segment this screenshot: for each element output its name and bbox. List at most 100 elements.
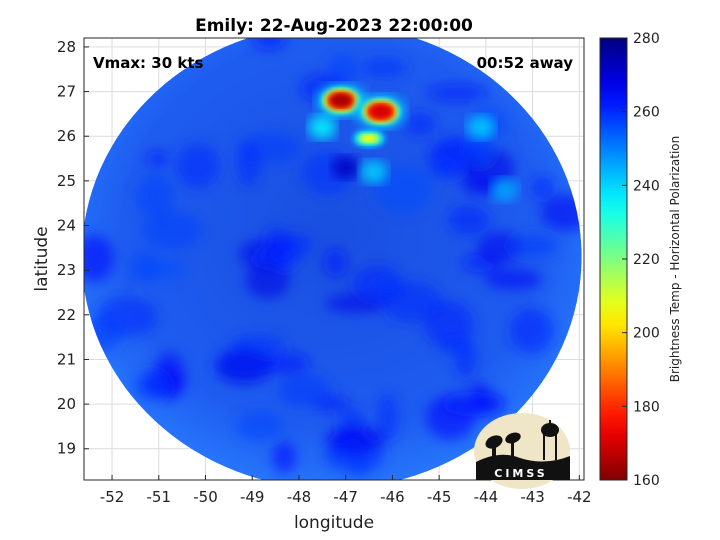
x-tick-label: -48 xyxy=(287,488,312,506)
texture-patch xyxy=(484,268,542,290)
colorbar-tick-label: 220 xyxy=(633,252,660,268)
x-tick-label: -45 xyxy=(427,488,452,506)
texture-patch xyxy=(377,393,399,441)
axes-box xyxy=(83,37,585,481)
texture-patch xyxy=(262,227,290,260)
y-tick-label: 28 xyxy=(57,38,76,56)
cimss-logo: CIMSS xyxy=(474,413,570,489)
logo-ground xyxy=(476,454,570,480)
feature-layer xyxy=(467,115,496,140)
swath-image xyxy=(84,38,582,480)
water-tower-icon xyxy=(541,420,559,460)
texture-patch xyxy=(509,308,554,354)
vmax-annotation: Vmax: 30 kts xyxy=(93,54,203,72)
feature-layer xyxy=(330,93,353,108)
texture-patch xyxy=(466,132,494,165)
y-axis-ticks: 19 20 21 22 23 24 25 26 27 28 xyxy=(57,38,89,458)
y-tick-label: 27 xyxy=(57,83,76,101)
feature-blob xyxy=(308,115,337,140)
time-offset-annotation: 00:52 away xyxy=(477,54,574,72)
x-tick-label: -44 xyxy=(474,488,499,506)
y-tick-label: 23 xyxy=(57,261,76,279)
feature-layer xyxy=(308,115,337,140)
texture-patch xyxy=(325,425,388,454)
texture-patch xyxy=(236,142,261,187)
x-tick-label: -51 xyxy=(147,488,172,506)
feature-blob xyxy=(467,115,496,140)
y-tick-label: 26 xyxy=(57,127,76,145)
feature-layer xyxy=(359,159,388,184)
texture-patch xyxy=(447,204,490,236)
texture-patch xyxy=(530,176,555,199)
y-axis-label: latitude xyxy=(32,226,52,291)
feature-blob xyxy=(353,129,386,148)
colorbar-tick-label: 280 xyxy=(633,31,660,47)
texture-patch xyxy=(541,194,582,231)
y-tick-label: 24 xyxy=(57,217,76,235)
colorbar-tick-label: 260 xyxy=(633,105,660,121)
y-tick-label: 19 xyxy=(57,440,76,458)
plot-area: -52 -51 -50 -49 -48 -47 -46 -45 -44 -43 -42 19 20 21… xyxy=(57,37,592,506)
feature-blob xyxy=(331,155,360,180)
texture-patch xyxy=(361,57,408,78)
texture-patch xyxy=(381,282,443,323)
x-tick-label: -42 xyxy=(567,488,592,506)
feature-blob xyxy=(490,177,519,202)
satellite-dish-icon xyxy=(485,432,521,460)
texture-patch xyxy=(442,391,505,417)
x-tick-label: -43 xyxy=(520,488,545,506)
y-tick-label: 22 xyxy=(57,306,76,324)
swath-texture xyxy=(84,38,582,476)
texture-patch xyxy=(245,261,290,299)
colorbar-ticks: 160 180 200 220 240 260 280 xyxy=(622,31,660,489)
colorbar-tick-label: 180 xyxy=(633,399,660,415)
colorbar-tick-label: 160 xyxy=(633,473,660,489)
colorbar-label: Brightness Temp - Horizontal Polarizatio… xyxy=(668,136,682,383)
texture-patch xyxy=(235,412,284,441)
texture-patch xyxy=(428,159,460,178)
texture-patch xyxy=(139,259,187,280)
texture-patch xyxy=(427,84,488,102)
texture-patch xyxy=(96,297,158,337)
texture-patch xyxy=(404,112,437,137)
y-tick-label: 21 xyxy=(57,350,76,368)
texture-patch xyxy=(264,351,310,375)
convective-features xyxy=(88,84,519,394)
texture-patch xyxy=(477,231,524,263)
colorbar-tick-label: 240 xyxy=(633,178,660,194)
texture-patch xyxy=(278,375,332,407)
colorbar: 160 180 200 220 240 260 280 Brightness Temp - … xyxy=(599,31,682,489)
texture-patch xyxy=(136,174,174,218)
x-tick-label: -47 xyxy=(333,488,358,506)
texture-patch xyxy=(509,234,560,257)
feature-layer xyxy=(490,177,519,202)
colorbar-tick-label: 200 xyxy=(633,326,660,342)
texture-patch xyxy=(142,211,202,249)
texture-patch xyxy=(215,348,272,385)
feature-blob xyxy=(359,159,388,184)
texture-patch xyxy=(251,38,287,51)
feature-layer xyxy=(369,104,392,119)
x-axis-ticks: -52 -51 -50 -49 -48 -47 -46 -45 -44 -43 -42 xyxy=(100,475,592,506)
texture-patch xyxy=(133,371,169,401)
feature-blob xyxy=(356,95,405,128)
texture-patch xyxy=(375,165,433,214)
logo-text: CIMSS xyxy=(494,467,547,480)
feature-layer xyxy=(361,134,378,143)
texture-patch xyxy=(323,248,348,278)
texture-patch xyxy=(84,234,114,282)
x-axis-label: longitude xyxy=(294,513,374,533)
texture-patch xyxy=(272,441,296,474)
y-tick-label: 20 xyxy=(57,395,76,413)
chart-title: Emily: 22-Aug-2023 22:00:00 xyxy=(195,16,473,36)
y-tick-label: 25 xyxy=(57,172,76,190)
x-tick-label: -52 xyxy=(100,488,125,506)
texture-patch xyxy=(424,300,474,348)
x-tick-label: -46 xyxy=(380,488,405,506)
x-tick-label: -50 xyxy=(193,488,218,506)
feature-layer xyxy=(331,155,360,180)
texture-patch xyxy=(175,143,220,189)
texture-patch xyxy=(145,151,170,168)
x-tick-label: -49 xyxy=(240,488,265,506)
